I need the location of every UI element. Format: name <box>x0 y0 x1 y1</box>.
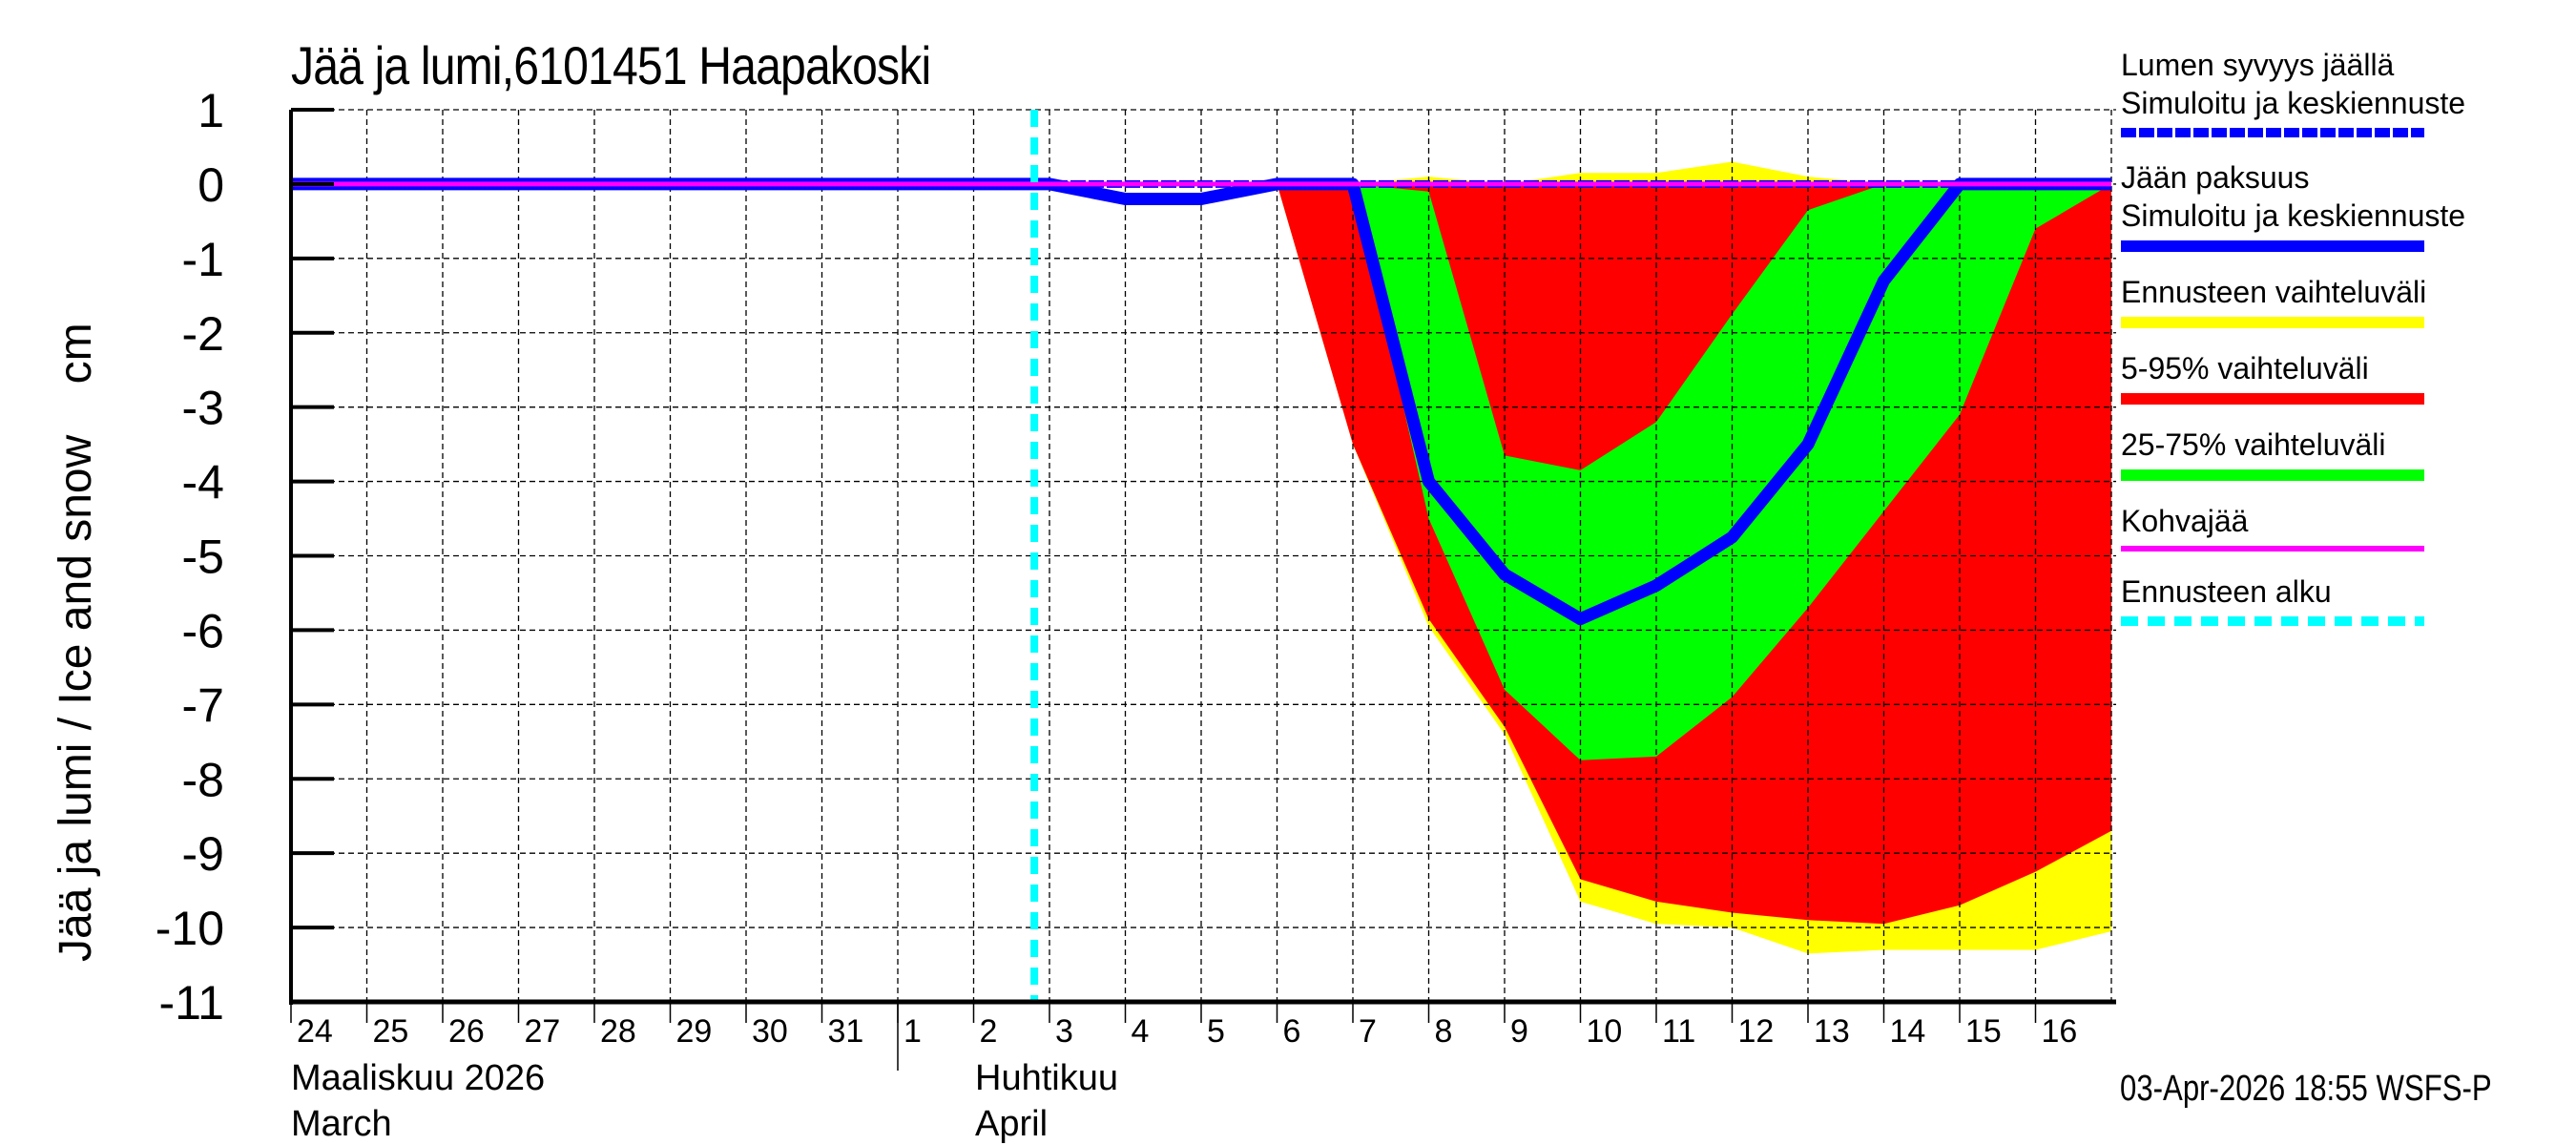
x-tick-label: 29 <box>676 1013 713 1050</box>
legend-swatch-red <box>2121 393 2424 405</box>
y-tick-label: -9 <box>182 827 224 881</box>
month-label-fi: Maaliskuu 2026 <box>291 1058 545 1098</box>
legend-swatch-green <box>2121 469 2424 481</box>
legend-item-forecast-start: Ennusteen alku <box>2121 572 2569 626</box>
legend-label: Ennusteen alku <box>2121 574 2332 609</box>
legend-label: 5-95% vaihteluväli <box>2121 351 2369 385</box>
y-tick-label: -2 <box>182 307 224 361</box>
legend-label: Lumen syvyys jäällä <box>2121 48 2395 82</box>
x-tick-label: 10 <box>1587 1013 1623 1050</box>
y-tick-label: -11 <box>158 976 224 1030</box>
x-tick-label: 26 <box>448 1013 485 1050</box>
y-tick-label: -5 <box>182 531 224 584</box>
chart-title: Jää ja lumi,6101451 Haapakoski <box>291 35 931 95</box>
x-tick-label: 1 <box>904 1013 922 1050</box>
x-tick-label: 8 <box>1435 1013 1453 1050</box>
legend-sublabel: Simuloitu ja keskiennuste <box>2121 86 2466 120</box>
y-tick-label: -7 <box>182 678 224 732</box>
y-tick-label: -10 <box>156 902 224 955</box>
legend-swatch-cyan-dashed <box>2121 616 2424 626</box>
legend-item-slush-ice: Kohvajää <box>2121 502 2569 552</box>
x-tick-label: 27 <box>525 1013 561 1050</box>
legend-swatch-magenta <box>2121 546 2424 552</box>
y-tick-label: -1 <box>182 233 224 286</box>
legend-label: 25-75% vaihteluväli <box>2121 427 2386 462</box>
x-tick-label: 24 <box>297 1013 333 1050</box>
axes <box>289 108 2116 1071</box>
data-lines <box>291 110 2111 1002</box>
x-tick-label: 3 <box>1055 1013 1073 1050</box>
y-tick-label: 1 <box>197 84 224 137</box>
legend-label: Kohvajää <box>2121 504 2249 538</box>
y-axis-label: Jää ja lumi / Ice and snow cm <box>51 323 101 962</box>
month-label-en: April <box>975 1104 1048 1144</box>
timestamp: 03-Apr-2026 18:55 WSFS-P <box>2120 1069 2492 1109</box>
x-tick-label: 12 <box>1738 1013 1775 1050</box>
legend-swatch-dotted-blue <box>2121 128 2424 137</box>
legend-swatch-yellow <box>2121 317 2424 328</box>
x-tick-label: 31 <box>828 1013 864 1050</box>
legend-item-ice-thickness: Jään paksuus Simuloitu ja keskiennuste <box>2121 158 2569 252</box>
y-tick-label: -3 <box>182 382 224 435</box>
month-label-fi: Huhtikuu <box>975 1058 1118 1098</box>
x-tick-label: 9 <box>1510 1013 1528 1050</box>
x-tick-label: 11 <box>1662 1013 1695 1050</box>
legend-label: Ennusteen vaihteluväli <box>2121 275 2427 309</box>
x-tick-label: 15 <box>1965 1013 2002 1050</box>
y-tick-label: -6 <box>182 604 224 657</box>
x-tick-label: 16 <box>2042 1013 2078 1050</box>
x-tick-label: 2 <box>980 1013 998 1050</box>
month-label-en: March <box>291 1104 392 1144</box>
y-tick-label: -8 <box>182 753 224 806</box>
x-tick-label: 4 <box>1132 1013 1150 1050</box>
x-tick-label: 14 <box>1890 1013 1926 1050</box>
x-tick-label: 5 <box>1207 1013 1225 1050</box>
x-tick-label: 25 <box>373 1013 409 1050</box>
forecast-bands <box>291 161 2111 954</box>
x-tick-label: 7 <box>1359 1013 1377 1050</box>
x-tick-label: 30 <box>752 1013 788 1050</box>
y-tick-label: 0 <box>197 158 224 212</box>
legend-item-25-75: 25-75% vaihteluväli <box>2121 426 2569 481</box>
legend: Lumen syvyys jäällä Simuloitu ja keskien… <box>2121 46 2569 647</box>
legend-item-snow-depth: Lumen syvyys jäällä Simuloitu ja keskien… <box>2121 46 2569 137</box>
legend-swatch-blue <box>2121 240 2424 252</box>
legend-label: Jään paksuus <box>2121 160 2310 195</box>
legend-item-forecast-range: Ennusteen vaihteluväli <box>2121 273 2569 328</box>
x-tick-label: 6 <box>1283 1013 1301 1050</box>
x-tick-label: 13 <box>1814 1013 1850 1050</box>
legend-item-5-95: 5-95% vaihteluväli <box>2121 349 2569 405</box>
x-tick-label: 28 <box>600 1013 636 1050</box>
legend-sublabel: Simuloitu ja keskiennuste <box>2121 198 2466 233</box>
y-tick-label: -4 <box>182 456 224 510</box>
